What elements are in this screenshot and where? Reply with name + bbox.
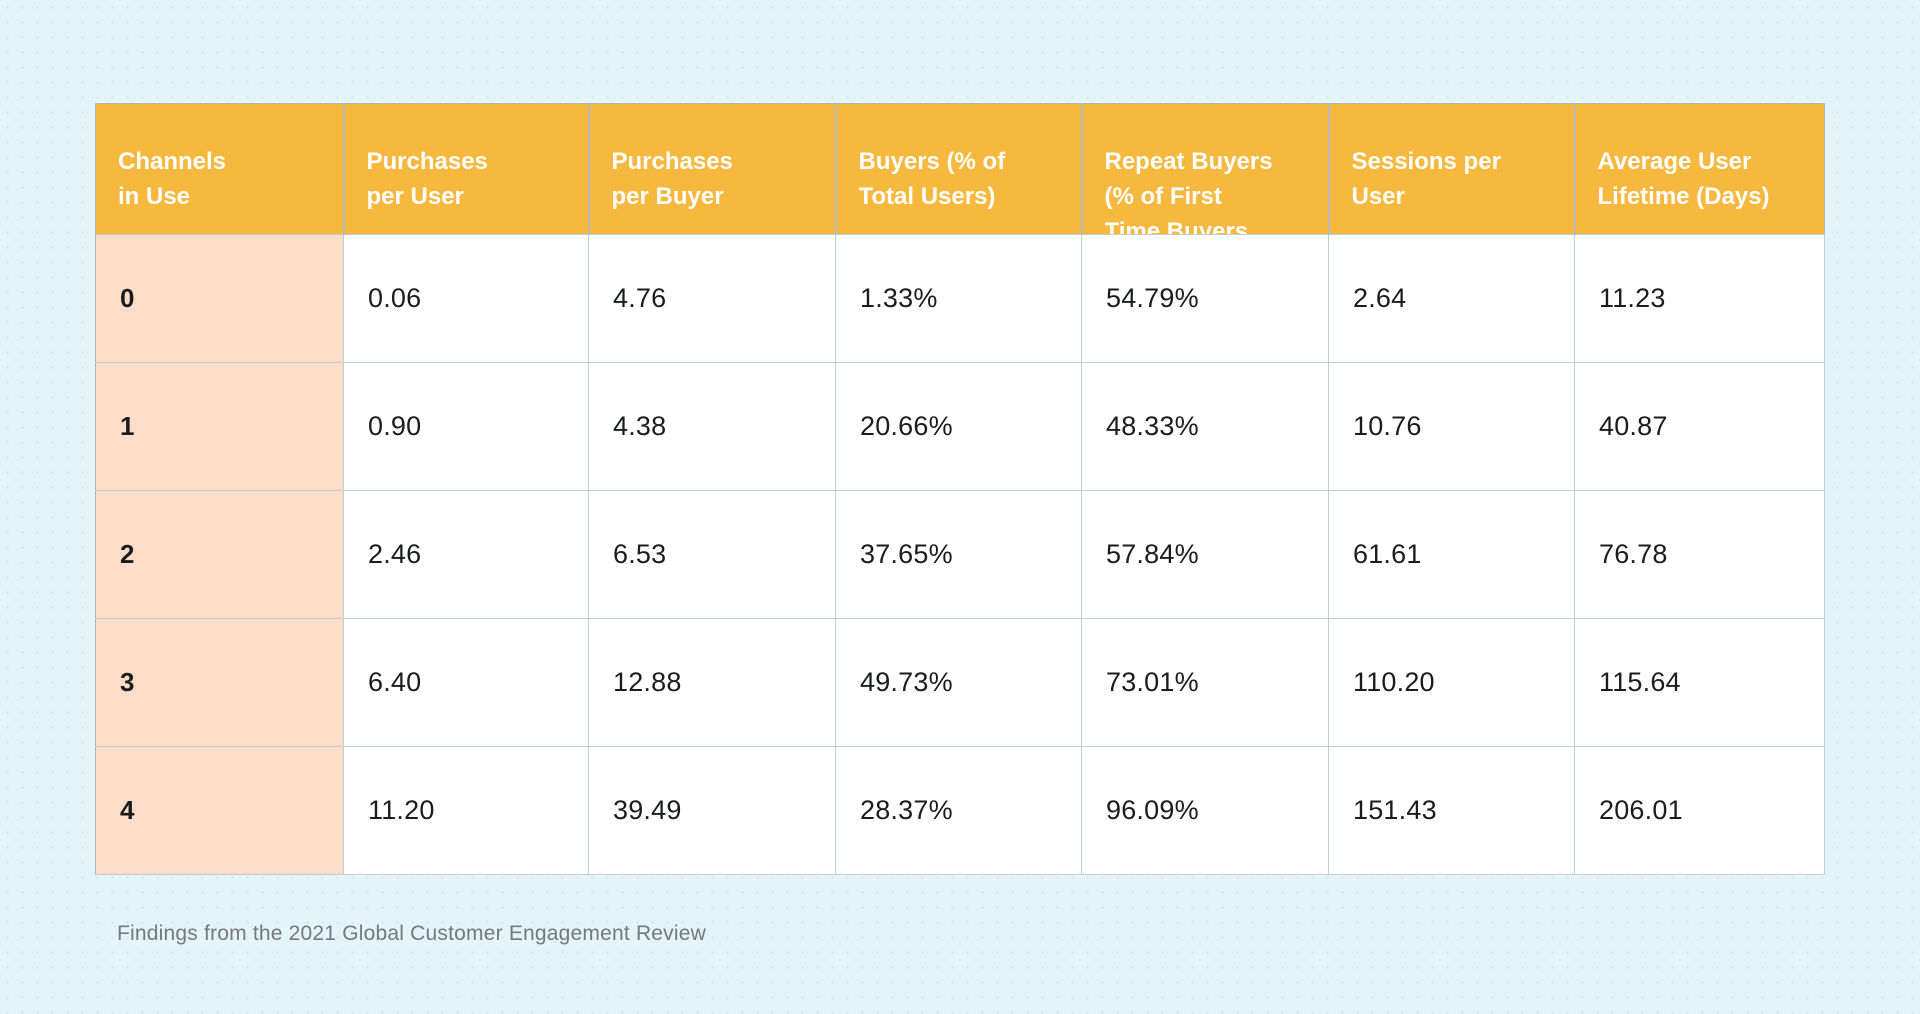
table-cell: 37.65% [835, 490, 1082, 619]
column-header-purchases-per-buyer: Purchases per Buyer [587, 103, 836, 235]
table-cell: 6.53 [588, 490, 836, 619]
column-header-label: Sessions per User [1351, 148, 1501, 210]
table-cell: 28.37% [835, 746, 1082, 875]
row-label-cell: 2 [95, 490, 344, 619]
table-cell: 48.33% [1081, 362, 1329, 491]
table-cell: 10.76 [1328, 362, 1575, 491]
table-cell: 57.84% [1081, 490, 1329, 619]
table-row: 2 2.46 6.53 37.65% 57.84% 61.61 76.78 [95, 490, 1825, 619]
table-cell: 54.79% [1081, 234, 1329, 363]
table-row: 0 0.06 4.76 1.33% 54.79% 2.64 11.23 [95, 234, 1825, 363]
table-cell: 6.40 [343, 618, 589, 747]
table-cell: 206.01 [1574, 746, 1825, 875]
table-cell: 39.49 [588, 746, 836, 875]
table-cell: 4.76 [588, 234, 836, 363]
table-cell: 2.64 [1328, 234, 1575, 363]
table-row: 1 0.90 4.38 20.66% 48.33% 10.76 40.87 [95, 362, 1825, 491]
table-row: 4 11.20 39.49 28.37% 96.09% 151.43 206.0… [95, 746, 1825, 875]
column-header-sessions-per-user: Sessions per User [1327, 103, 1575, 235]
row-label-cell: 0 [95, 234, 344, 363]
table-cell: 20.66% [835, 362, 1082, 491]
table-cell: 115.64 [1574, 618, 1825, 747]
source-caption: Findings from the 2021 Global Customer E… [117, 922, 706, 945]
column-header-buyers-pct-total-users: Buyers (% of Total Users) [834, 103, 1082, 235]
table-cell: 110.20 [1328, 618, 1575, 747]
column-header-label: Purchases per Buyer [611, 148, 733, 210]
column-header-label: Average User Lifetime (Days) [1597, 148, 1770, 210]
table-cell: 0.90 [343, 362, 589, 491]
table-cell: 11.20 [343, 746, 589, 875]
table-cell: 96.09% [1081, 746, 1329, 875]
column-header-label: Channels in Use [118, 148, 227, 210]
column-header-label: Buyers (% of Total Users) [858, 148, 1006, 210]
row-label-cell: 1 [95, 362, 344, 491]
table-cell: 40.87 [1574, 362, 1825, 491]
column-header-purchases-per-user: Purchases per User [342, 103, 589, 235]
table-row: 3 6.40 12.88 49.73% 73.01% 110.20 115.64 [95, 618, 1825, 747]
row-label-cell: 4 [95, 746, 344, 875]
table-cell: 4.38 [588, 362, 836, 491]
column-header-avg-user-lifetime: Average User Lifetime (Days) [1573, 103, 1825, 235]
engagement-table-container: Channels in Use Purchases per User Purch… [95, 103, 1825, 875]
column-header-label: Repeat Buyers (% of First Time Buyers [1104, 148, 1273, 234]
table-cell: 49.73% [835, 618, 1082, 747]
table-cell: 2.46 [343, 490, 589, 619]
table-cell: 73.01% [1081, 618, 1329, 747]
column-header-repeat-buyers-pct: Repeat Buyers (% of First Time Buyers [1080, 103, 1329, 235]
row-label-cell: 3 [95, 618, 344, 747]
table-cell: 76.78 [1574, 490, 1825, 619]
table-cell: 151.43 [1328, 746, 1575, 875]
table-cell: 12.88 [588, 618, 836, 747]
table-header-row: Channels in Use Purchases per User Purch… [95, 103, 1825, 235]
table-cell: 11.23 [1574, 234, 1825, 363]
column-header-channels-in-use: Channels in Use [95, 103, 344, 235]
table-cell: 1.33% [835, 234, 1082, 363]
column-header-label: Purchases per User [366, 148, 488, 210]
engagement-table: Channels in Use Purchases per User Purch… [95, 103, 1825, 875]
table-cell: 61.61 [1328, 490, 1575, 619]
table-cell: 0.06 [343, 234, 589, 363]
